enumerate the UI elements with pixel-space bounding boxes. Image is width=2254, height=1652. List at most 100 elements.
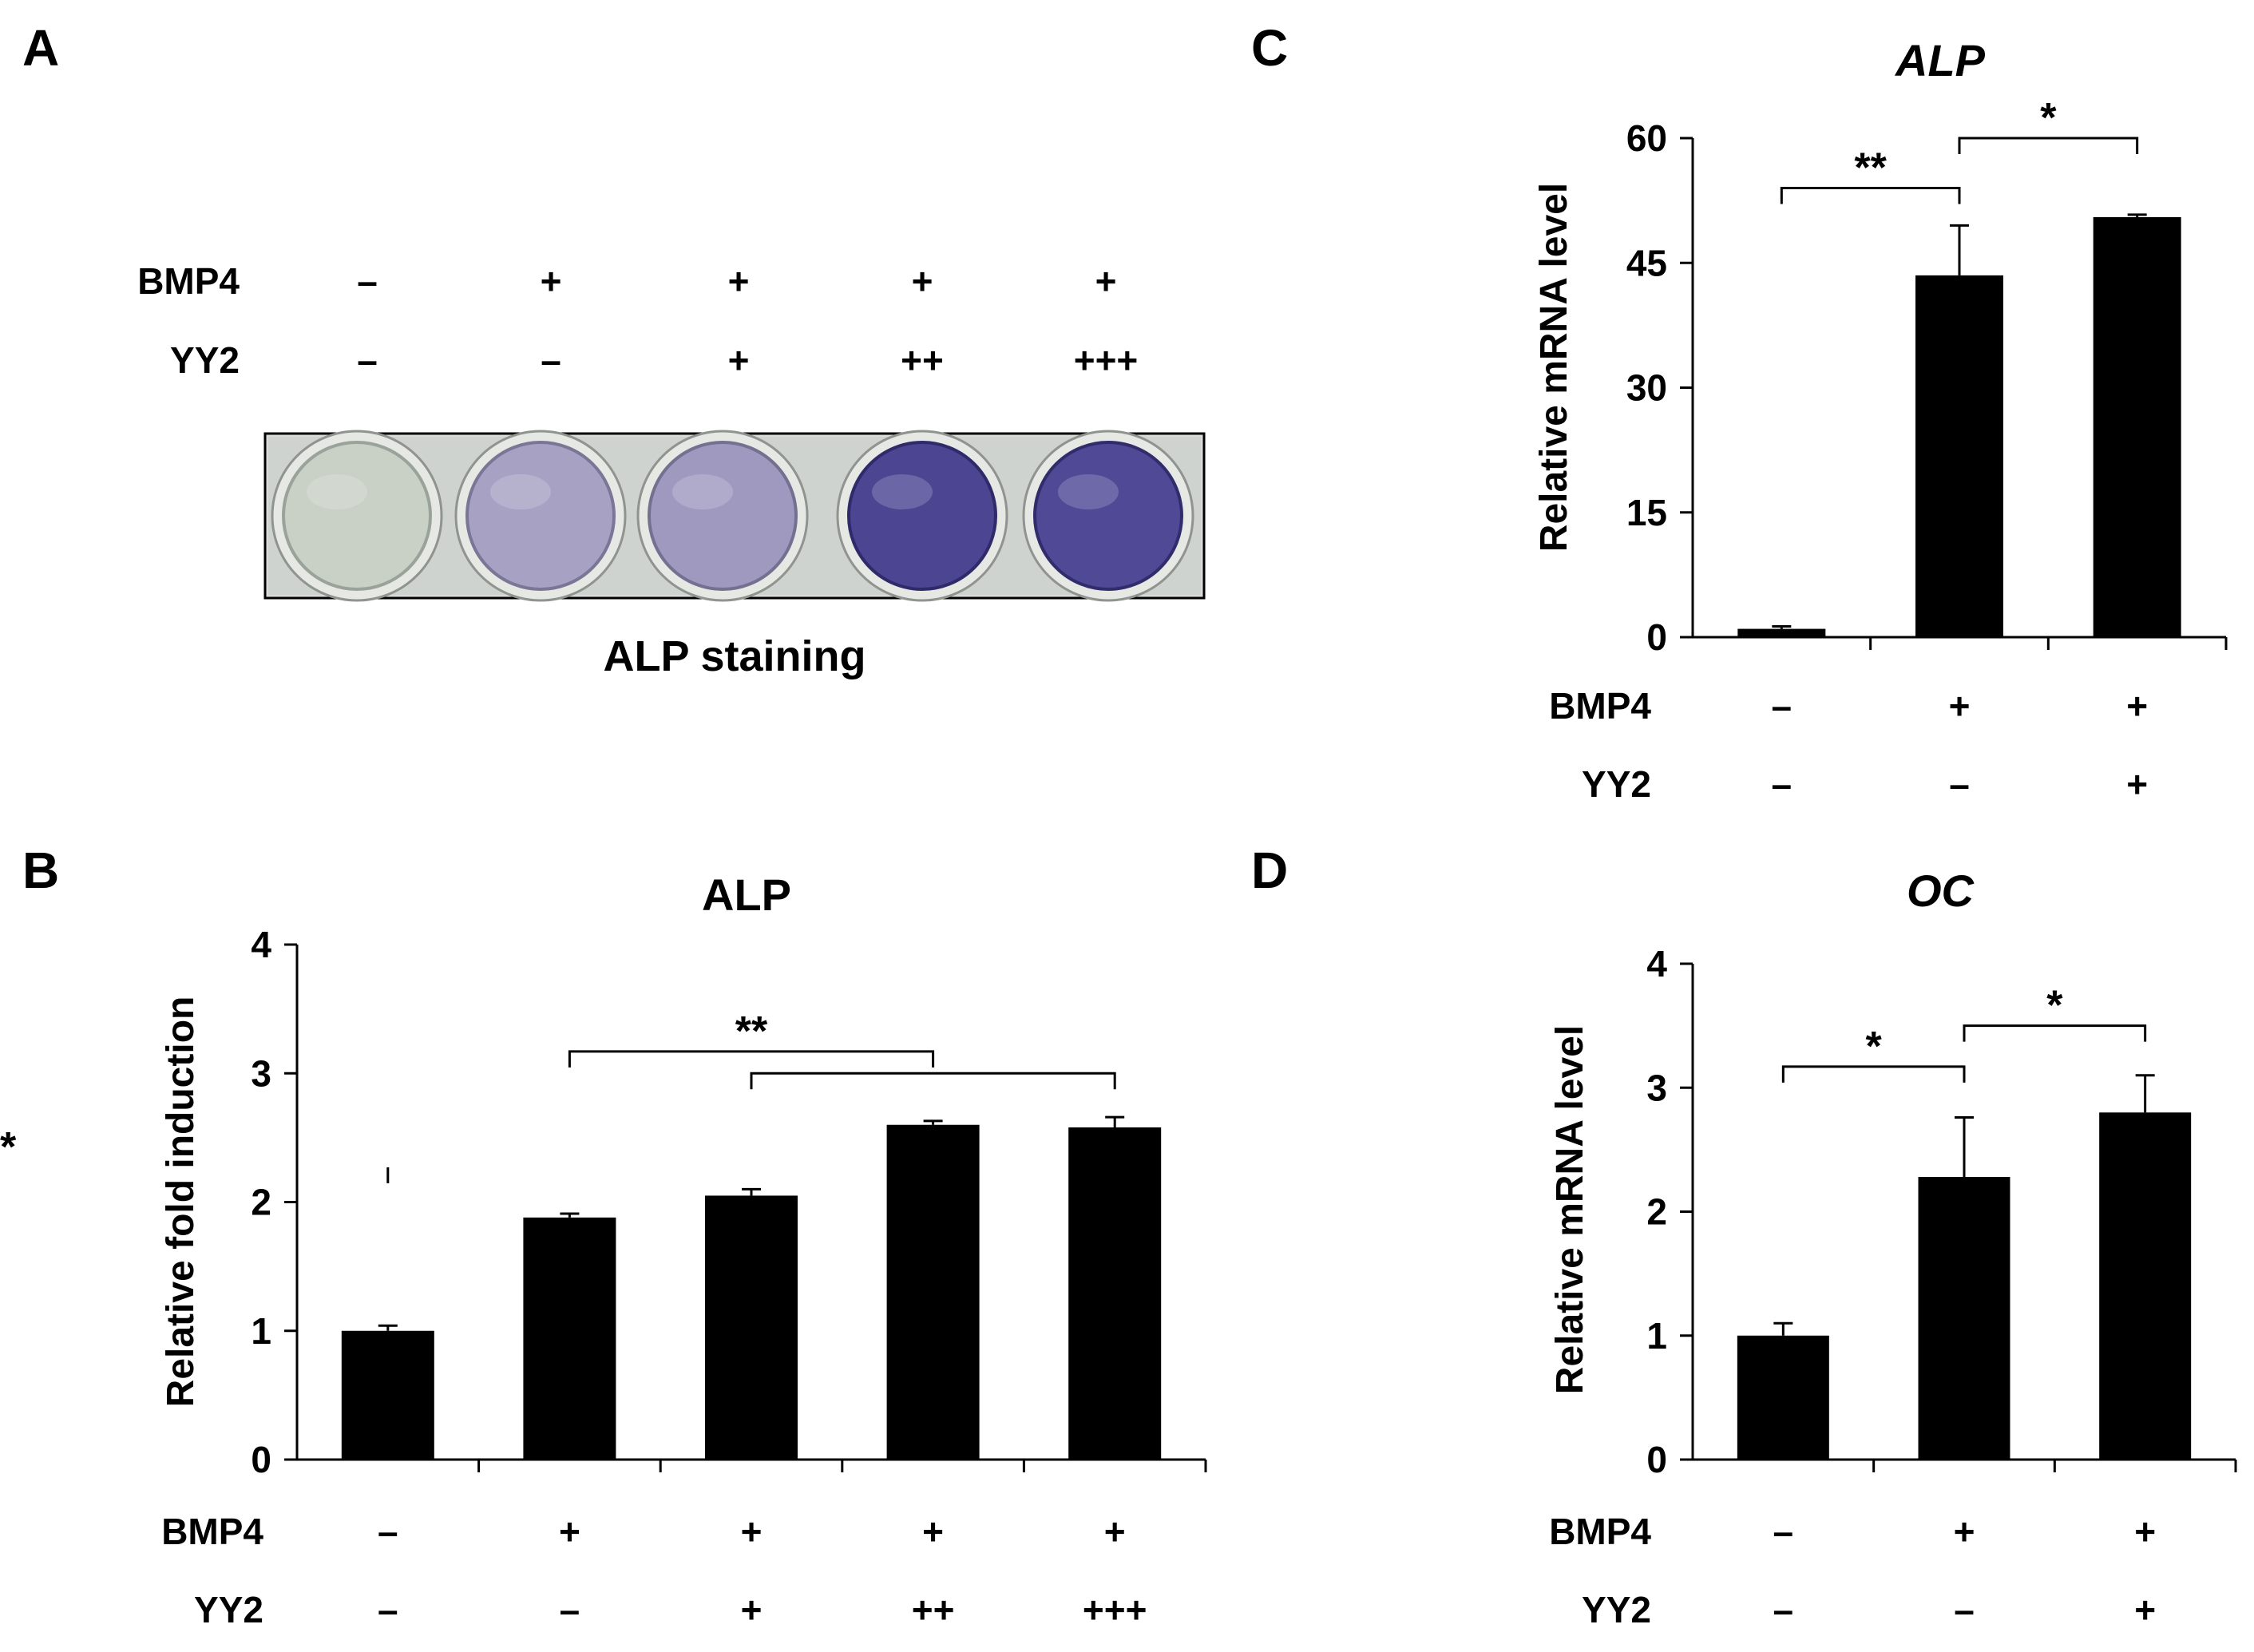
chart-c-treatment-bmp4-3: + (2126, 685, 2148, 727)
panel-letter-a: A (22, 19, 59, 77)
chart-d-row-label-yy2: YY2 (1582, 1589, 1651, 1630)
well-2 (465, 441, 616, 591)
chart-c-row-label-yy2: YY2 (1582, 763, 1651, 805)
treatment-values: – + + + +– – + ++ +++ (357, 260, 1138, 381)
well-1 (282, 441, 432, 591)
chart-d-oc-mrna: OC Relative mRNA level 0 1 2 3 4 * * BMP4 – + + YY2 – –… (1549, 866, 2237, 1630)
y-tick-label: 0 (251, 1439, 271, 1480)
chart-c-treatment-bmp4-1: – (1772, 685, 1793, 727)
chart-c-y-axis-label: Relative mRNA level (1533, 183, 1575, 552)
well-plate (263, 430, 1206, 602)
chart-b-treatment-bmp4-5: + (1104, 1511, 1126, 1552)
chart-d-title: OC (1907, 866, 1975, 916)
row-label-yy2: YY2 (170, 339, 240, 381)
y-tick-label: 4 (251, 924, 271, 965)
y-tick-label: 2 (1646, 1191, 1667, 1233)
well-3-highlight (672, 474, 733, 509)
alp-staining-caption: ALP staining (603, 632, 866, 680)
y-tick-label: 60 (1626, 117, 1667, 159)
y-tick-label: 0 (1646, 1439, 1667, 1480)
significance-bracket-d-2 (1963, 1024, 2147, 1042)
chart-b-alp-fold-induction: ALP Relative fold induction 0 1 2 3 4 ** ** BMP4 –… (0, 870, 1207, 1630)
treatment-value-bmp4-3: + (728, 260, 750, 302)
treatment-value-bmp4-5: + (1095, 260, 1117, 302)
well-5-highlight (1058, 474, 1119, 509)
bar-b-5 (1068, 1127, 1162, 1460)
significance-label-b-1: ** (0, 1124, 17, 1171)
panel-a: A BMP4 YY2 – + + + +– – + ++ +++ ALP staining (22, 19, 1206, 680)
treatment-value-yy2-1: – (357, 339, 378, 381)
bar-c-1 (1737, 628, 1826, 637)
bar-d-3 (2099, 1112, 2192, 1460)
chart-c-row-label-bmp4: BMP4 (1549, 685, 1651, 727)
chart-b-y-axis-label: Relative fold induction (160, 996, 202, 1408)
significance-label-d-1: * (1866, 1024, 1883, 1070)
chart-c-treatment-yy2-1: – (1772, 763, 1793, 805)
chart-b-treatment-bmp4-4: + (922, 1511, 944, 1552)
bar-c-3 (2093, 216, 2181, 637)
chart-b-treatment-yy2-2: – (560, 1589, 580, 1630)
significance-bracket-b-2 (568, 1050, 935, 1068)
bar-b-2 (523, 1217, 616, 1460)
y-tick-label: 2 (251, 1182, 271, 1223)
treatment-value-bmp4-4: + (912, 260, 933, 302)
y-tick-label: 3 (1646, 1067, 1667, 1108)
chart-d-treatment-bmp4-3: + (2134, 1511, 2156, 1552)
chart-b-treatment-yy2-5: +++ (1083, 1589, 1147, 1630)
chart-c-title: ALP (1894, 35, 1986, 85)
treatment-value-yy2-2: – (541, 339, 561, 381)
well-4 (847, 441, 997, 591)
treatment-value-yy2-4: ++ (901, 339, 944, 381)
chart-b-treatment-bmp4-3: + (741, 1511, 763, 1552)
well-3 (648, 441, 798, 591)
significance-label-c-2: * (2040, 95, 2057, 141)
chart-d-treatment-bmp4-1: – (1773, 1511, 1794, 1552)
chart-c-treatment-yy2-3: + (2126, 763, 2148, 805)
significance-label-c-1: ** (1854, 145, 1887, 192)
well-2-highlight (490, 474, 551, 509)
chart-b-treatment-yy2-3: + (741, 1589, 763, 1630)
well-5 (1033, 441, 1183, 591)
y-tick-label: 45 (1626, 242, 1667, 283)
panel-letter-c: C (1251, 19, 1288, 77)
significance-label-d-2: * (2046, 983, 2063, 1029)
chart-b-row-label-bmp4: BMP4 (161, 1511, 263, 1552)
treatment-value-yy2-5: +++ (1074, 339, 1139, 381)
y-tick-label: 15 (1626, 492, 1667, 533)
row-label-bmp4: BMP4 (137, 260, 240, 302)
y-tick-label: 4 (1646, 943, 1667, 984)
bar-b-3 (705, 1195, 798, 1460)
chart-b-treatment-bmp4-2: + (559, 1511, 580, 1552)
well-4-highlight (872, 474, 933, 509)
y-tick-label: 3 (251, 1052, 271, 1094)
y-tick-label: 0 (1646, 616, 1667, 658)
chart-c-treatment-bmp4-2: + (1949, 685, 1971, 727)
significance-label-b-2: ** (735, 1008, 768, 1055)
y-tick-label: 1 (251, 1310, 271, 1352)
y-tick-label: 30 (1626, 367, 1667, 409)
bar-c-2 (1915, 275, 2003, 637)
chart-d-treatment-bmp4-2: + (1954, 1511, 1975, 1552)
chart-d-treatment-yy2-3: + (2134, 1589, 2156, 1630)
chart-b-treatment-yy2-1: – (378, 1589, 398, 1630)
chart-c-treatment-yy2-2: – (1949, 763, 1970, 805)
chart-d-row-label-bmp4: BMP4 (1549, 1511, 1651, 1552)
significance-bracket-d-1 (1781, 1065, 1966, 1083)
y-tick-label: 1 (1646, 1315, 1667, 1357)
chart-d-treatment-yy2-1: – (1773, 1589, 1794, 1630)
chart-b-treatment-yy2-4: ++ (912, 1589, 955, 1630)
panel-letter-b: B (22, 842, 59, 899)
treatment-value-bmp4-1: – (357, 260, 378, 302)
chart-b-title: ALP (702, 870, 791, 920)
chart-d-treatment-yy2-2: – (1954, 1589, 1975, 1630)
significance-bracket-b-3 (750, 1072, 1116, 1090)
bar-d-1 (1737, 1335, 1829, 1460)
chart-b-row-label-yy2: YY2 (194, 1589, 263, 1630)
treatment-value-yy2-3: + (728, 339, 750, 381)
chart-b-treatment-bmp4-1: – (378, 1511, 398, 1552)
bar-b-1 (341, 1330, 434, 1460)
significance-bracket-c-1 (1780, 187, 1961, 204)
bar-d-2 (1918, 1177, 2010, 1460)
